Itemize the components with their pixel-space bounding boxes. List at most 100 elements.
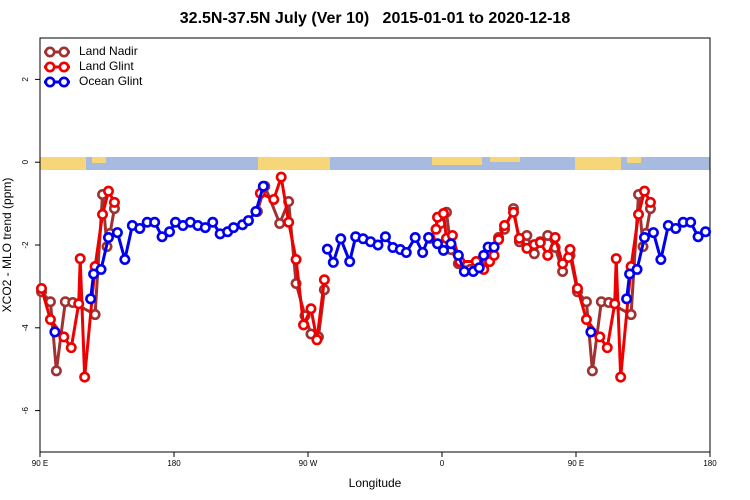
point	[65, 342, 77, 354]
point	[257, 180, 269, 192]
point	[647, 227, 659, 239]
point	[513, 232, 525, 244]
y-tick-label: 2	[21, 77, 30, 82]
point	[499, 220, 511, 232]
surface-band	[40, 157, 710, 170]
point	[624, 268, 636, 280]
point	[549, 232, 561, 244]
y-axis-label: XCO2 - MLO trend (ppm)	[0, 178, 14, 313]
legend-label: Ocean Glint	[79, 74, 143, 88]
land-band	[575, 157, 621, 170]
point	[631, 263, 643, 275]
point	[655, 253, 667, 265]
x-tick-label: 90 E	[32, 459, 48, 468]
point	[49, 326, 61, 338]
point	[601, 342, 613, 354]
point	[445, 238, 457, 250]
point	[437, 208, 449, 220]
point	[586, 365, 598, 377]
land-band	[627, 157, 641, 163]
point	[108, 196, 120, 208]
point	[88, 268, 100, 280]
y-tick-label: -2	[21, 241, 30, 249]
legend-marker	[44, 76, 56, 88]
land-band	[432, 157, 482, 165]
legend-marker	[44, 46, 56, 58]
point	[488, 241, 500, 253]
point	[534, 237, 546, 249]
point	[102, 232, 114, 244]
point	[542, 249, 554, 261]
point	[268, 193, 280, 205]
point	[275, 171, 287, 183]
point	[458, 265, 470, 277]
land-band	[490, 157, 520, 162]
point	[585, 326, 597, 338]
y-tick-label: 0	[21, 159, 30, 164]
point	[594, 331, 606, 343]
point	[644, 196, 656, 208]
point	[670, 222, 682, 234]
point	[372, 239, 384, 251]
x-axis-label: Longitude	[349, 476, 402, 490]
point	[305, 303, 317, 315]
point	[409, 232, 421, 244]
point	[446, 229, 458, 241]
point	[318, 274, 330, 286]
chart-title: 32.5N-37.5N July (Ver 10) 2015-01-01 to …	[180, 10, 571, 27]
point	[507, 206, 519, 218]
point	[156, 231, 168, 243]
point	[97, 208, 109, 220]
point	[700, 226, 712, 238]
y-tick-label: -4	[21, 324, 30, 332]
point	[430, 223, 442, 235]
point	[290, 253, 302, 265]
land-band	[258, 157, 330, 170]
legend-label: Land Nadir	[79, 44, 138, 58]
point	[327, 256, 339, 268]
series-line	[89, 185, 707, 299]
point	[493, 234, 505, 246]
point	[580, 314, 592, 326]
legend-marker	[58, 61, 70, 73]
point	[149, 216, 161, 228]
point	[85, 293, 97, 305]
x-tick-label: 90 W	[299, 459, 318, 468]
point	[74, 253, 86, 265]
point	[692, 231, 704, 243]
point	[35, 282, 47, 294]
point	[50, 365, 62, 377]
point	[571, 282, 583, 294]
point	[95, 263, 107, 275]
point	[311, 334, 323, 346]
point	[452, 249, 464, 261]
point	[274, 217, 286, 229]
x-tick-label: 90 E	[568, 459, 584, 468]
legend-marker	[58, 46, 70, 58]
point	[557, 258, 569, 270]
y-tick-label: -6	[21, 406, 30, 414]
x-tick-label: 0	[440, 459, 445, 468]
series-line	[40, 184, 652, 373]
point	[102, 185, 114, 197]
point	[400, 246, 412, 258]
point	[432, 238, 444, 250]
point	[321, 243, 333, 255]
point	[638, 185, 650, 197]
point	[610, 253, 622, 265]
point	[473, 262, 485, 274]
land-band	[40, 157, 86, 170]
point	[73, 298, 85, 310]
point	[79, 371, 91, 383]
legend-marker	[58, 76, 70, 88]
point	[242, 215, 254, 227]
point	[609, 298, 621, 310]
point	[250, 205, 262, 217]
legend-label: Land Glint	[79, 59, 134, 73]
point	[134, 222, 146, 234]
point	[478, 249, 490, 261]
point	[379, 231, 391, 243]
